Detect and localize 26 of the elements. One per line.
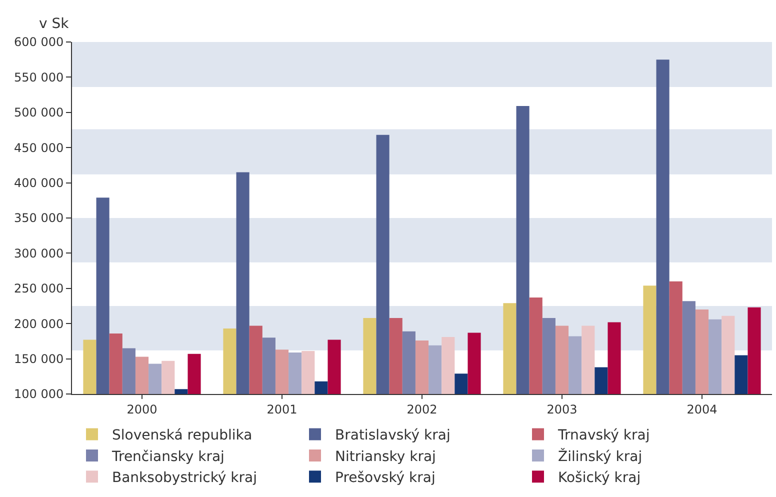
legend-label: Košický kraj <box>558 470 641 486</box>
x-tick-label: 2001 <box>266 402 298 416</box>
legend-label: Nitriansky kraj <box>335 448 436 465</box>
legend-label: Bratislavský kraj <box>335 428 450 444</box>
legend-label: Slovenská republika <box>112 428 252 444</box>
y-tick-label: 300 000 <box>14 246 64 260</box>
y-tick-label: 100 000 <box>14 387 64 402</box>
y-tick-label: 450 000 <box>14 140 64 155</box>
y-tick-label: 550 000 <box>14 70 64 84</box>
legend-label: Banksobystrický kraj <box>112 470 257 486</box>
y-tick-label: 150 000 <box>14 352 64 366</box>
x-tick-label: 2003 <box>546 402 578 416</box>
y-tick-label: 250 000 <box>14 282 64 296</box>
y-tick-label: 350 000 <box>14 211 64 226</box>
y-tick-label: 600 000 <box>14 35 64 50</box>
x-tick-label: 2000 <box>126 402 158 416</box>
y-tick-label: 200 000 <box>14 316 64 331</box>
legend-label: Trnavský kraj <box>557 428 650 444</box>
x-tick-label: 2004 <box>686 402 718 416</box>
legend-label: Prešovský kraj <box>335 470 436 486</box>
y-tick-label: 500 000 <box>14 106 64 120</box>
x-tick-label: 2002 <box>406 402 438 416</box>
legend-label: Trenčiansky kraj <box>111 448 224 465</box>
y-tick-label: 400 000 <box>14 176 64 190</box>
y-axis-title: v Sk <box>39 16 70 32</box>
legend-label: Žilinský kraj <box>558 448 642 465</box>
